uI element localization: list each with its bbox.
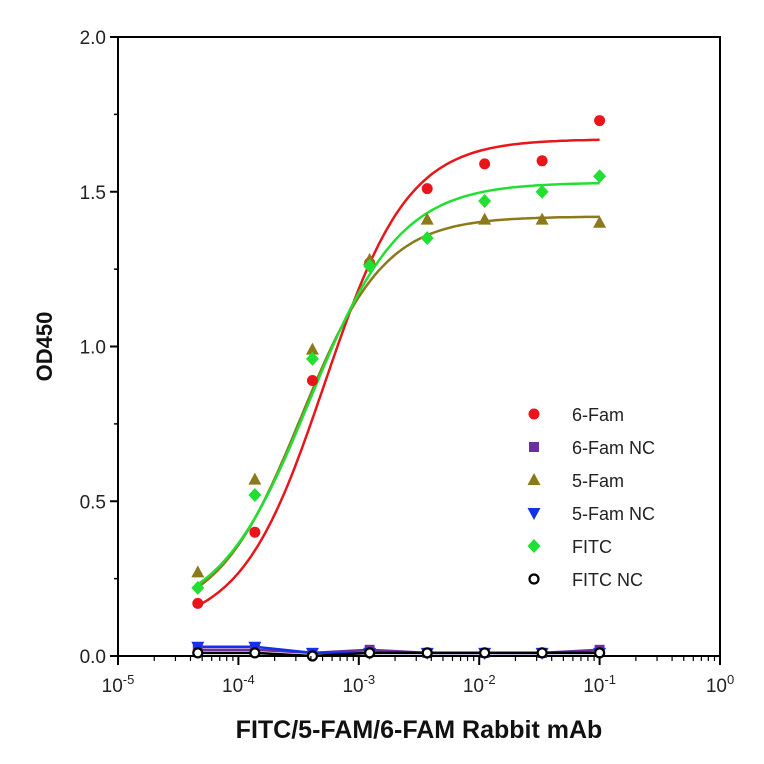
- legend-marker-5-fam-nc: [527, 508, 541, 520]
- y-tick-label: 1.0: [80, 338, 106, 359]
- data-point-5-fam: [191, 565, 205, 578]
- data-point-fitc: [363, 259, 377, 274]
- legend-label-fitc-nc: FITC NC: [572, 570, 643, 590]
- y-tick-label: 2.0: [80, 28, 106, 49]
- legend-marker-5-fam: [527, 473, 541, 485]
- y-axis-title: OD450: [32, 312, 57, 382]
- data-point-fitc: [535, 184, 549, 199]
- x-axis-title: FITC/5-FAM/6-FAM Rabbit mAb: [236, 716, 603, 744]
- legend-label-5-fam: 5-Fam: [572, 471, 624, 491]
- data-point-6-fam: [479, 158, 491, 170]
- data-point-5-fam: [248, 472, 262, 485]
- x-tick-label: 10-4: [222, 672, 255, 697]
- fit-curve-fitc: [197, 181, 600, 586]
- x-tick-label: 10-3: [342, 672, 375, 697]
- fit-curve-6-fam: [197, 138, 600, 607]
- data-point-fitc: [191, 580, 205, 595]
- legend: 6-Fam 6-Fam NC 5-Fam 5-Fam NC FITC FITC NC: [527, 405, 655, 590]
- data-point-fitc-nc: [536, 647, 548, 659]
- data-point-fitc: [420, 231, 434, 246]
- data-points: [191, 115, 607, 662]
- y-tick-label: 0.5: [80, 492, 106, 513]
- data-point-5-fam: [593, 215, 607, 228]
- data-point-fitc: [478, 194, 492, 209]
- data-point-fitc: [593, 169, 607, 184]
- data-point-5-fam: [363, 252, 377, 265]
- legend-marker-fitc: [527, 539, 541, 553]
- y-tick-label: 1.5: [80, 183, 106, 204]
- data-point-fitc-nc: [479, 647, 491, 659]
- y-axis: 0.0 0.5 1.0 1.5 2.0: [80, 28, 118, 668]
- data-point-fitc-nc: [192, 647, 204, 659]
- legend-marker-6-fam-nc: [529, 442, 539, 452]
- data-point-fitc-nc: [364, 647, 376, 659]
- data-point-6-fam: [594, 115, 606, 127]
- legend-label-6-fam-nc: 6-Fam NC: [572, 438, 655, 458]
- data-point-fitc-nc: [421, 647, 433, 659]
- legend-marker-6-fam: [528, 408, 540, 420]
- data-point-fitc: [305, 351, 319, 366]
- x-tick-label: 10-1: [583, 672, 616, 697]
- legend-marker-fitc-nc: [528, 573, 540, 585]
- x-tick-label: 100: [706, 672, 734, 697]
- legend-label-fitc: FITC: [572, 537, 612, 557]
- data-point-fitc-nc: [306, 650, 319, 662]
- data-point-5-fam: [535, 212, 549, 225]
- data-point-fitc-nc: [249, 647, 261, 659]
- data-point-6-fam: [249, 526, 261, 538]
- data-point-fitc: [248, 488, 262, 503]
- data-point-6-fam: [536, 155, 548, 167]
- data-point-6-fam: [306, 375, 318, 387]
- legend-label-5-fam-nc: 5-Fam NC: [572, 504, 655, 524]
- data-point-5-fam: [420, 212, 434, 225]
- plot-border: [117, 36, 721, 657]
- x-tick-label: 10-2: [463, 672, 496, 697]
- x-axis: 10-5 10-4 10-3 10-2 10-1 100: [102, 656, 734, 697]
- y-tick-label: 0.0: [80, 647, 106, 668]
- data-point-6-fam: [421, 183, 433, 195]
- plot-frame: [117, 36, 721, 657]
- fit-curve-fitc-nc: [197, 651, 600, 658]
- data-point-5-fam: [478, 212, 492, 225]
- data-point-6-fam: [192, 597, 204, 609]
- x-tick-label: 10-5: [102, 672, 135, 697]
- data-point-5-fam: [305, 342, 319, 355]
- legend-label-6-fam: 6-Fam: [572, 405, 624, 425]
- fit-curves: [197, 138, 600, 658]
